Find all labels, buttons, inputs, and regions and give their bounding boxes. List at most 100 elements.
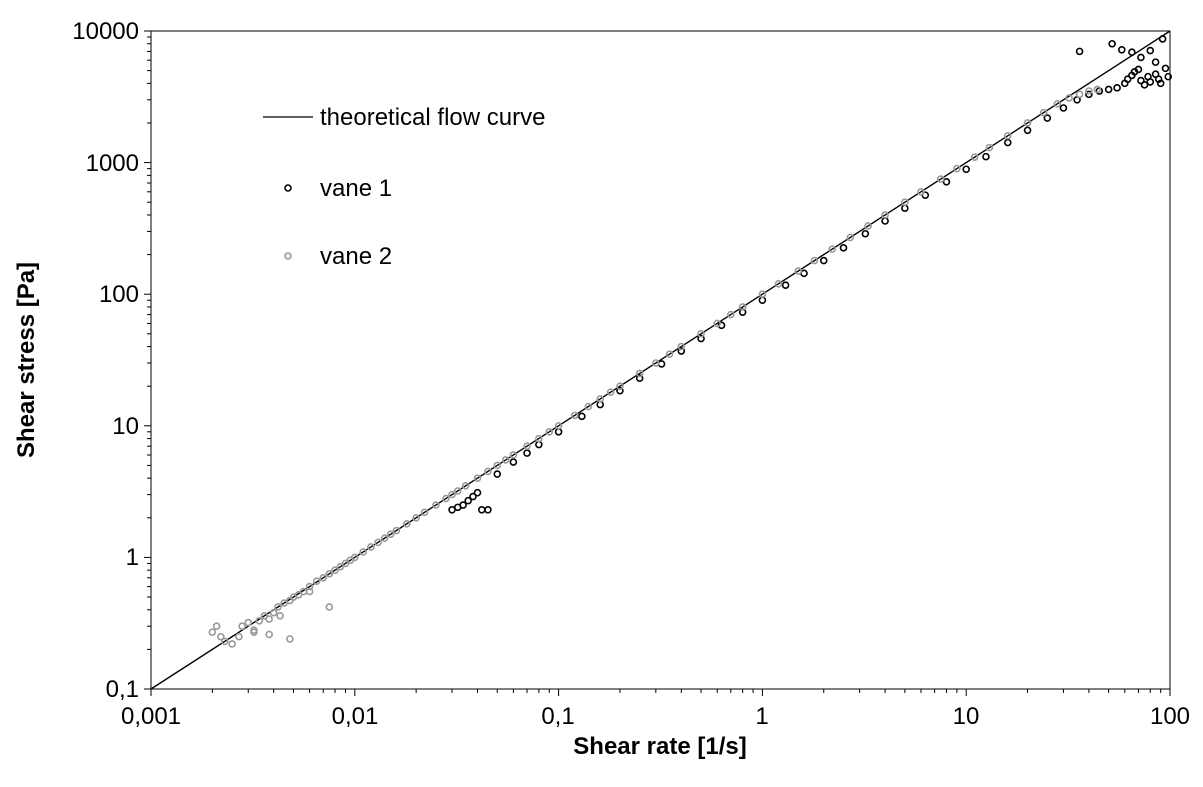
point-vane-1 <box>1075 47 1084 56</box>
point-vane-2 <box>325 603 334 611</box>
point-vane-2 <box>265 615 273 623</box>
legend-swatch-vane-1 <box>284 184 292 192</box>
x-tick-label: 100 <box>1150 703 1190 730</box>
point-vane-1 <box>1146 46 1155 55</box>
legend: theoretical flow curve vane 1 vane 2 <box>263 104 545 270</box>
legend-label-theoretical-flow-curve: theoretical flow curve <box>320 104 545 131</box>
point-vane-1 <box>1085 90 1093 99</box>
point-vane-2 <box>250 628 258 637</box>
point-vane-1 <box>1151 58 1160 66</box>
legend-label-vane-1: vane 1 <box>320 175 392 202</box>
point-vane-2 <box>269 608 278 617</box>
point-vane-1 <box>1154 75 1163 84</box>
point-vane-2 <box>810 256 819 265</box>
point-vane-1 <box>1158 35 1167 43</box>
point-vane-1 <box>1134 65 1143 74</box>
point-vane-1 <box>1123 75 1132 84</box>
point-vane-1 <box>1104 85 1113 94</box>
point-vane-1 <box>697 334 705 343</box>
point-vane-1 <box>469 492 477 501</box>
point-vane-2 <box>523 442 531 450</box>
point-vane-2 <box>545 428 554 436</box>
point-vane-2 <box>432 501 440 509</box>
point-vane-2 <box>936 175 945 183</box>
x-tick-label: 0,01 <box>332 703 379 730</box>
point-vane-1 <box>484 505 492 514</box>
point-vane-2 <box>501 456 510 464</box>
point-vane-1 <box>1059 104 1068 112</box>
point-vane-1 <box>635 374 644 382</box>
point-vane-1 <box>1117 45 1126 54</box>
point-vane-1 <box>1128 48 1136 57</box>
point-vane-1 <box>459 501 467 509</box>
point-vane-2 <box>1053 99 1062 108</box>
point-vane-2 <box>380 534 389 542</box>
point-vane-2 <box>244 618 253 627</box>
x-tick-label: 1 <box>755 703 768 730</box>
x-tick-label: 10 <box>953 703 980 730</box>
point-vane-2 <box>1085 87 1093 95</box>
y-tick-label: 0,1 <box>106 676 139 703</box>
point-vane-1 <box>1137 53 1145 62</box>
point-vane-2 <box>367 543 375 551</box>
point-vane-2 <box>584 402 593 411</box>
point-vane-1 <box>839 244 848 252</box>
point-vane-2 <box>403 520 411 528</box>
point-vane-2 <box>412 513 420 522</box>
point-vane-1 <box>1023 126 1032 135</box>
x-tick-labels: 0,001 0,01 0,1 1 10 100 <box>121 703 1190 730</box>
point-vane-2 <box>554 421 563 430</box>
point-vane-2 <box>473 474 482 482</box>
point-vane-1 <box>523 449 531 457</box>
point-vane-1 <box>1003 138 1012 147</box>
point-vane-2 <box>265 630 273 639</box>
point-vane-2 <box>420 508 429 517</box>
point-vane-2 <box>331 566 339 574</box>
point-vane-1 <box>509 458 518 466</box>
point-vane-2 <box>238 622 246 631</box>
point-vane-1 <box>861 229 870 238</box>
point-vane-2 <box>1023 119 1032 127</box>
point-vane-1 <box>982 152 990 161</box>
point-vane-1 <box>1146 78 1155 86</box>
point-vane-2 <box>208 628 217 637</box>
series-layer <box>150 30 1173 690</box>
y-tick-label: 1 <box>126 544 139 571</box>
x-tick-label: 0,1 <box>541 703 574 730</box>
point-vane-2 <box>216 632 225 641</box>
point-vane-2 <box>235 632 243 641</box>
point-vane-2 <box>484 467 492 476</box>
point-vane-2 <box>596 395 604 403</box>
point-vane-2 <box>774 279 783 288</box>
point-vane-2 <box>286 635 294 643</box>
y-tick-label: 10000 <box>72 18 139 45</box>
point-vane-1 <box>1108 39 1116 48</box>
point-vane-2 <box>392 526 401 535</box>
point-vane-2 <box>374 538 382 547</box>
point-vane-2 <box>570 411 579 420</box>
point-vane-1 <box>473 488 482 497</box>
point-vane-2 <box>509 451 518 459</box>
point-vane-2 <box>312 577 321 585</box>
point-vane-2 <box>228 640 236 648</box>
point-vane-2 <box>442 494 450 503</box>
point-vane-1 <box>578 412 586 421</box>
point-vane-2 <box>677 342 686 351</box>
point-vane-2 <box>758 290 767 299</box>
x-tick-label: 0,001 <box>121 703 181 730</box>
point-vane-2 <box>1093 85 1102 94</box>
point-vane-2 <box>794 267 803 275</box>
point-vane-1 <box>1140 81 1149 89</box>
point-vane-2 <box>738 303 747 311</box>
point-vane-2 <box>535 434 543 443</box>
point-vane-2 <box>917 187 925 196</box>
point-vane-2 <box>386 530 395 539</box>
point-vane-2 <box>493 461 502 470</box>
point-vane-2 <box>652 359 660 367</box>
y-axis-title: Shear stress [Pa] <box>13 262 40 458</box>
point-vane-2 <box>881 211 889 219</box>
point-vane-2 <box>1039 108 1048 117</box>
point-vane-2 <box>325 570 334 578</box>
point-vane-2 <box>453 487 462 495</box>
